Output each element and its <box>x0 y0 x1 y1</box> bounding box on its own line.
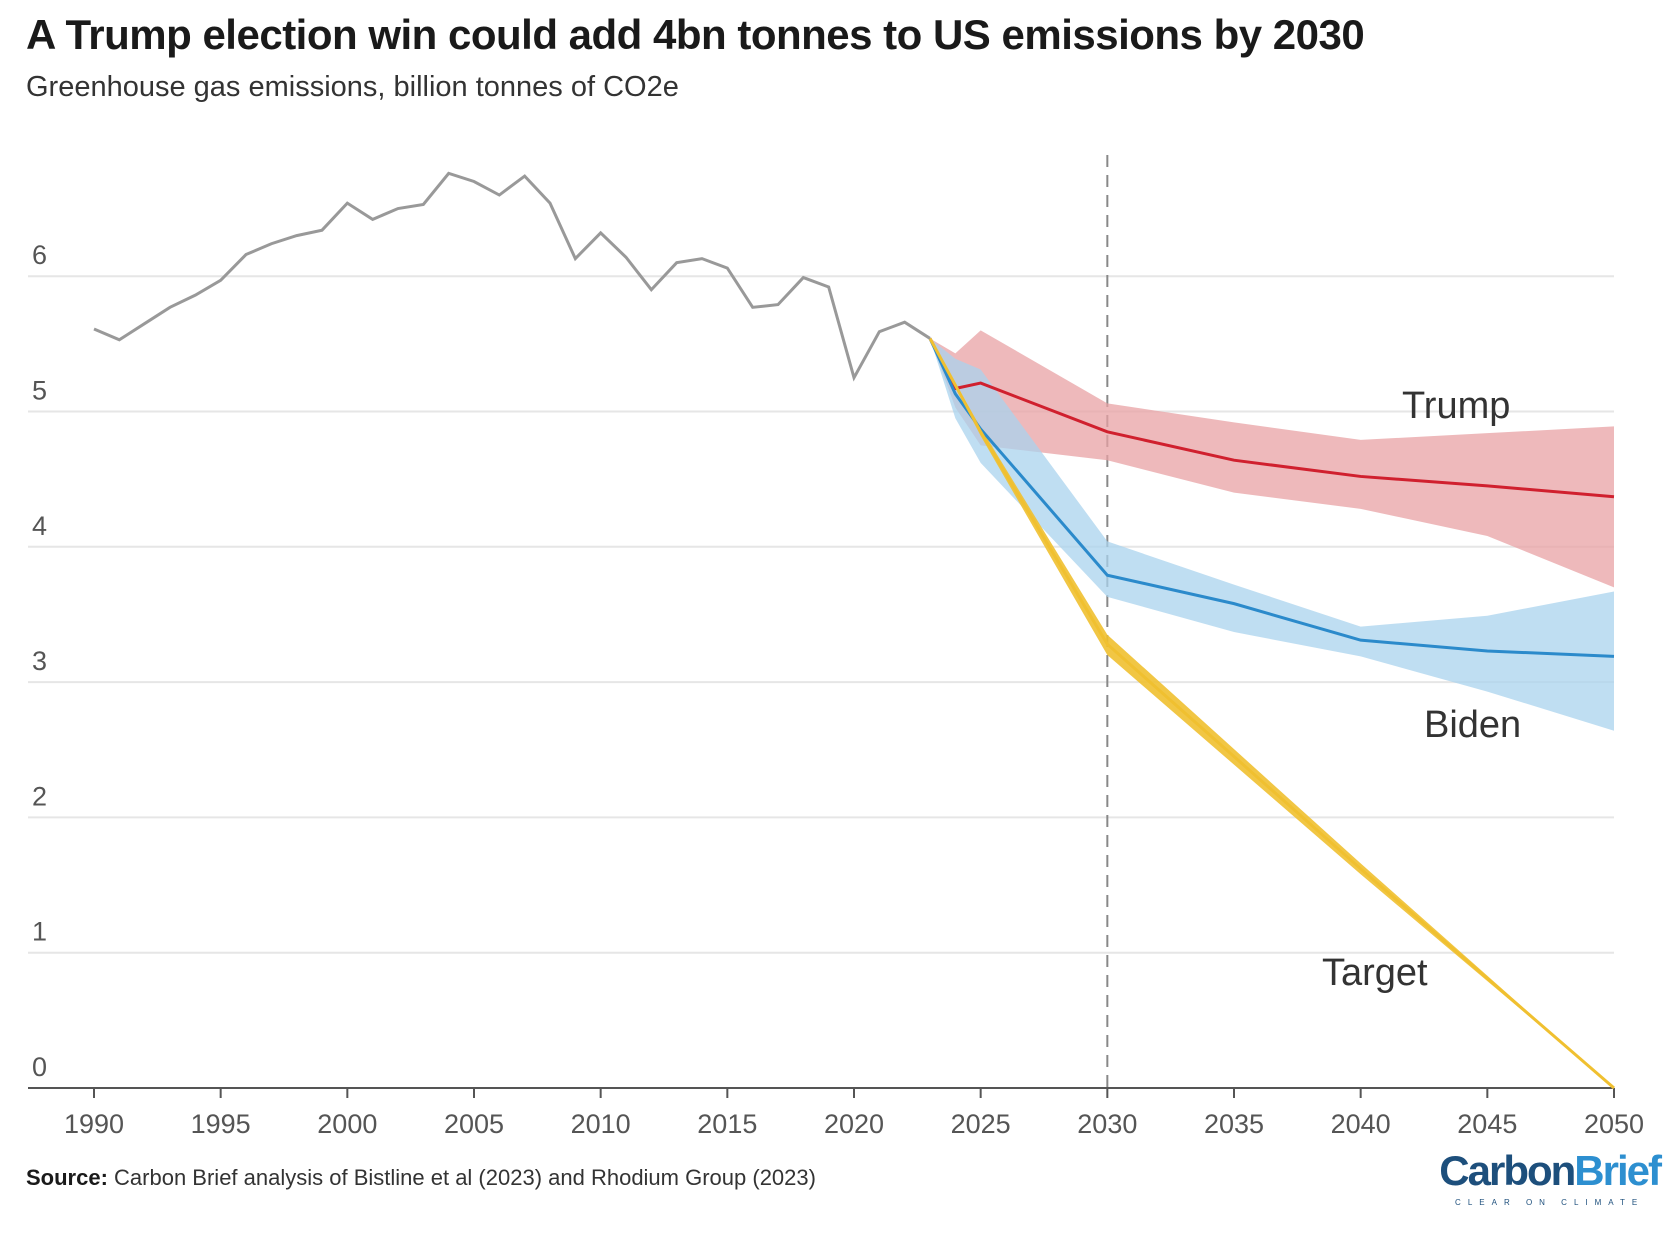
y-tick-label: 6 <box>32 240 47 270</box>
x-tick-label: 2005 <box>444 1109 504 1139</box>
source-label: Source: <box>26 1165 108 1190</box>
y-tick-label: 1 <box>32 917 47 947</box>
chart-title: A Trump election win could add 4bn tonne… <box>26 11 1365 58</box>
x-tick-label: 1990 <box>64 1109 124 1139</box>
biden-label: Biden <box>1424 704 1521 746</box>
trump-label: Trump <box>1402 385 1510 427</box>
biden-line <box>928 337 1615 658</box>
source-text: Carbon Brief analysis of Bistline et al … <box>107 1165 816 1190</box>
source-note: Source: Carbon Brief analysis of Bistlin… <box>26 1165 816 1191</box>
logo-part1: Carbon <box>1439 1147 1576 1194</box>
x-tick-label: 1995 <box>191 1109 251 1139</box>
x-tick-label: 2040 <box>1331 1109 1391 1139</box>
carbonbrief-logo: CarbonBrief CLEAR ON CLIMATE <box>1439 1147 1662 1208</box>
biden-uncertainty-band <box>930 338 1614 731</box>
target-label: Target <box>1322 952 1428 994</box>
chart-subtitle: Greenhouse gas emissions, billion tonnes… <box>26 71 679 103</box>
y-tick-label: 2 <box>32 781 47 811</box>
historical-line <box>93 171 931 382</box>
logo-part2: Brief <box>1574 1147 1662 1194</box>
x-tick-label: 2050 <box>1584 1109 1644 1139</box>
trump-uncertainty-band <box>930 330 1614 588</box>
x-tick-label: 2010 <box>571 1109 631 1139</box>
x-tick-label: 2045 <box>1457 1109 1517 1139</box>
x-tick-label: 2000 <box>317 1109 377 1139</box>
x-tick-label: 2020 <box>824 1109 884 1139</box>
trump-line <box>928 337 1615 499</box>
target-line <box>928 337 1615 1090</box>
logo-tagline: CLEAR ON CLIMATE <box>1455 1198 1645 1207</box>
y-tick-label: 0 <box>32 1052 47 1082</box>
x-tick-label: 2030 <box>1077 1109 1137 1139</box>
y-tick-label: 5 <box>32 376 47 406</box>
x-tick-label: 2025 <box>951 1109 1011 1139</box>
x-tick-label: 2035 <box>1204 1109 1264 1139</box>
x-tick-label: 2015 <box>697 1109 757 1139</box>
y-tick-label: 4 <box>32 511 47 541</box>
y-tick-label: 3 <box>32 646 47 676</box>
